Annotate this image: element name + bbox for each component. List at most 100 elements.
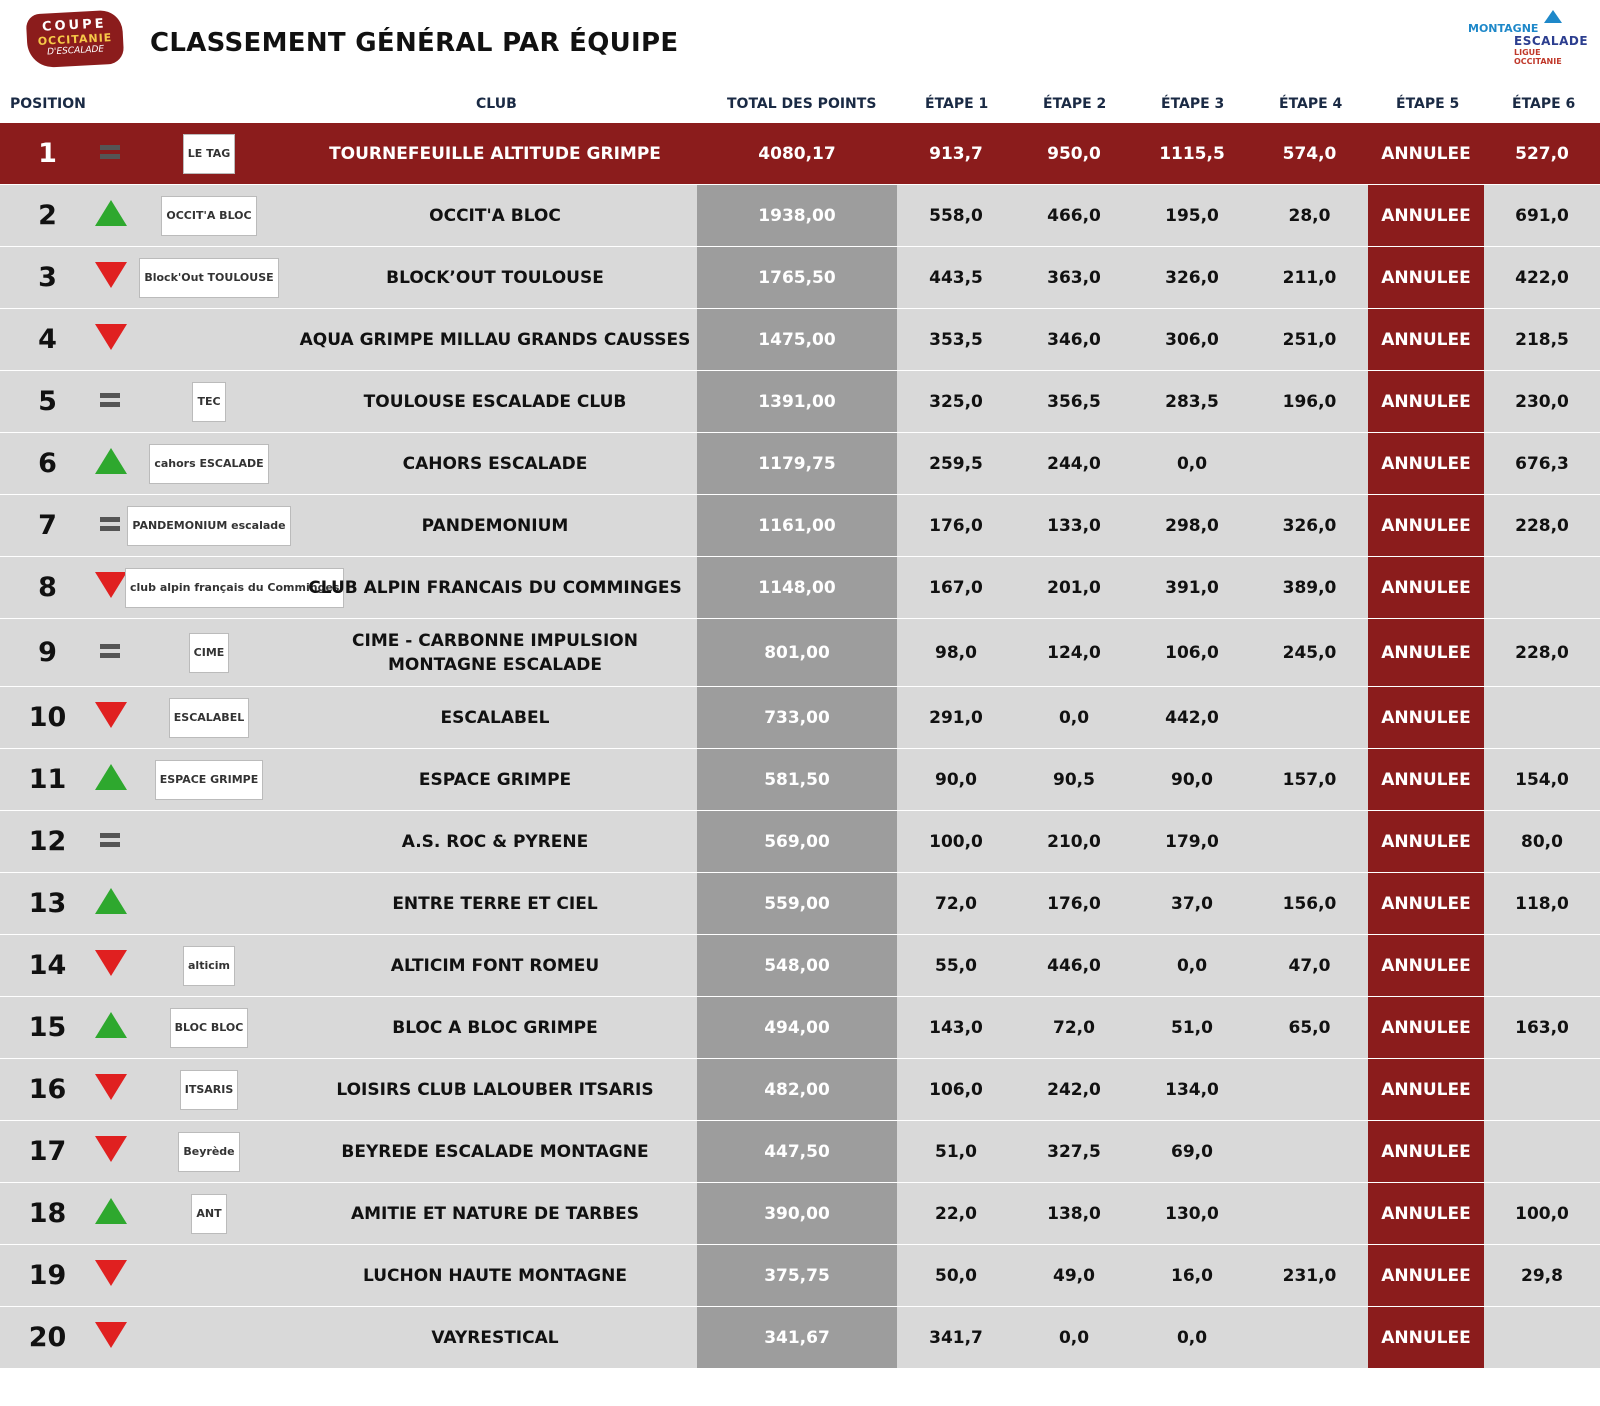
- etape3-score: 179,0: [1133, 810, 1251, 873]
- etape6-score: 676,3: [1484, 432, 1600, 495]
- trend-cell: [95, 810, 125, 873]
- etape4-score: [1251, 1182, 1368, 1245]
- club-logo: PANDEMONIUM escalade: [127, 505, 291, 546]
- club-name: AMITIE ET NATURE DE TARBES: [293, 1182, 697, 1245]
- position-cell: 13: [0, 872, 95, 935]
- club-logo-cell: cahors ESCALADE: [125, 432, 293, 495]
- etape6-score: 118,0: [1484, 872, 1600, 935]
- arrow-down-icon: [95, 1136, 127, 1162]
- position-cell: 12: [0, 810, 95, 873]
- etape2-score: 90,5: [1015, 748, 1133, 811]
- table-row: 15 BLOC BLOC BLOC A BLOC GRIMPE 494,00 143,0…: [0, 996, 1600, 1059]
- trend-cell: [95, 494, 125, 557]
- etape3-score: 283,5: [1133, 370, 1251, 433]
- etape4-score: [1251, 432, 1368, 495]
- total-points: 733,00: [697, 686, 897, 749]
- position-cell: 4: [0, 308, 95, 371]
- etape4-score: 574,0: [1251, 123, 1368, 185]
- etape3-score: 106,0: [1133, 618, 1251, 687]
- col-header-position: POSITION: [10, 96, 86, 112]
- total-points: 1391,00: [697, 370, 897, 433]
- total-points: 801,00: [697, 618, 897, 687]
- club-logo-cell: [125, 872, 293, 935]
- total-points: 569,00: [697, 810, 897, 873]
- etape6-score: 218,5: [1484, 308, 1600, 371]
- etape4-score: 231,0: [1251, 1244, 1368, 1307]
- total-points: 390,00: [697, 1182, 897, 1245]
- position-cell: 15: [0, 996, 95, 1059]
- club-logo: ANT: [191, 1193, 227, 1234]
- table-row: 9 CIME CIME - CARBONNE IMPULSION MONTAGNE …: [0, 618, 1600, 687]
- etape5-status: ANNULEE: [1368, 494, 1484, 557]
- total-points: 482,00: [697, 1058, 897, 1121]
- arrow-down-icon: [95, 324, 127, 350]
- etape3-score: 90,0: [1133, 748, 1251, 811]
- etape6-score: [1484, 686, 1600, 749]
- etape5-status: ANNULEE: [1368, 1244, 1484, 1307]
- etape4-score: 47,0: [1251, 934, 1368, 997]
- table-row: 12 A.S. ROC & PYRENE 569,00 100,0 210,0 179,0…: [0, 810, 1600, 873]
- etape6-score: 154,0: [1484, 748, 1600, 811]
- etape6-score: [1484, 556, 1600, 619]
- club-logo: LE TAG: [182, 133, 236, 174]
- trend-cell: [95, 432, 127, 495]
- club-logo: Beyrède: [178, 1131, 240, 1172]
- club-name: CIME - CARBONNE IMPULSION MONTAGNE ESCAL…: [293, 618, 697, 687]
- etape3-score: 195,0: [1133, 184, 1251, 247]
- etape5-status: ANNULEE: [1368, 123, 1484, 185]
- position-cell: 9: [0, 618, 95, 687]
- total-points: 1148,00: [697, 556, 897, 619]
- total-points: 1179,75: [697, 432, 897, 495]
- total-points: 1161,00: [697, 494, 897, 557]
- club-logo-cell: OCCIT'A BLOC: [125, 184, 293, 247]
- trend-cell: [95, 246, 127, 309]
- etape6-score: 80,0: [1484, 810, 1600, 873]
- etape2-score: 72,0: [1015, 996, 1133, 1059]
- mountain-icon: [1544, 10, 1562, 23]
- arrow-down-icon: [95, 1074, 127, 1100]
- col-header-total: TOTAL DES POINTS: [727, 96, 877, 112]
- table-row: 8 club alpin français du Comminges CLUB AL…: [0, 556, 1600, 619]
- etape3-score: 16,0: [1133, 1244, 1251, 1307]
- club-logo-cell: club alpin français du Comminges: [125, 556, 345, 619]
- trend-cell: [95, 996, 127, 1059]
- total-points: 581,50: [697, 748, 897, 811]
- position-cell: 20: [0, 1306, 95, 1369]
- club-name: VAYRESTICAL: [293, 1306, 697, 1369]
- etape3-score: 326,0: [1133, 246, 1251, 309]
- etape2-score: 133,0: [1015, 494, 1133, 557]
- etape4-score: [1251, 1306, 1368, 1369]
- table-row: 18 ANT AMITIE ET NATURE DE TARBES 390,00 22,…: [0, 1182, 1600, 1245]
- trend-cell: [95, 872, 127, 935]
- coupe-occitanie-logo: COUPE OCCITANIE D'ESCALADE: [25, 9, 125, 69]
- position-cell: 18: [0, 1182, 95, 1245]
- club-logo: ITSARIS: [179, 1069, 239, 1110]
- position-cell: 11: [0, 748, 95, 811]
- etape4-score: 157,0: [1251, 748, 1368, 811]
- position-cell: 5: [0, 370, 95, 433]
- etape1-score: 341,7: [897, 1306, 1015, 1369]
- etape6-score: 29,8: [1484, 1244, 1600, 1307]
- total-points: 1938,00: [697, 184, 897, 247]
- etape4-score: [1251, 1058, 1368, 1121]
- etape2-score: 244,0: [1015, 432, 1133, 495]
- etape3-score: 442,0: [1133, 686, 1251, 749]
- arrow-up-icon: [95, 1012, 127, 1038]
- etape6-score: 100,0: [1484, 1182, 1600, 1245]
- club-name: BEYREDE ESCALADE MONTAGNE: [293, 1120, 697, 1183]
- arrow-up-icon: [95, 448, 127, 474]
- col-header-etape4: ÉTAPE 4: [1279, 96, 1343, 112]
- total-points: 559,00: [697, 872, 897, 935]
- etape4-score: 156,0: [1251, 872, 1368, 935]
- equal-icon: [100, 392, 120, 407]
- etape3-score: 69,0: [1133, 1120, 1251, 1183]
- header: COUPE OCCITANIE D'ESCALADE CLASSEMENT GÉ…: [0, 0, 1600, 90]
- table-row: 5 TEC TOULOUSE ESCALADE CLUB 1391,00 325,0 35…: [0, 370, 1600, 433]
- arrow-down-icon: [95, 950, 127, 976]
- etape5-status: ANNULEE: [1368, 432, 1484, 495]
- etape1-score: 98,0: [897, 618, 1015, 687]
- trend-cell: [95, 1058, 127, 1121]
- club-logo-cell: [125, 1244, 293, 1307]
- etape6-score: 228,0: [1484, 618, 1600, 687]
- etape2-score: 0,0: [1015, 1306, 1133, 1369]
